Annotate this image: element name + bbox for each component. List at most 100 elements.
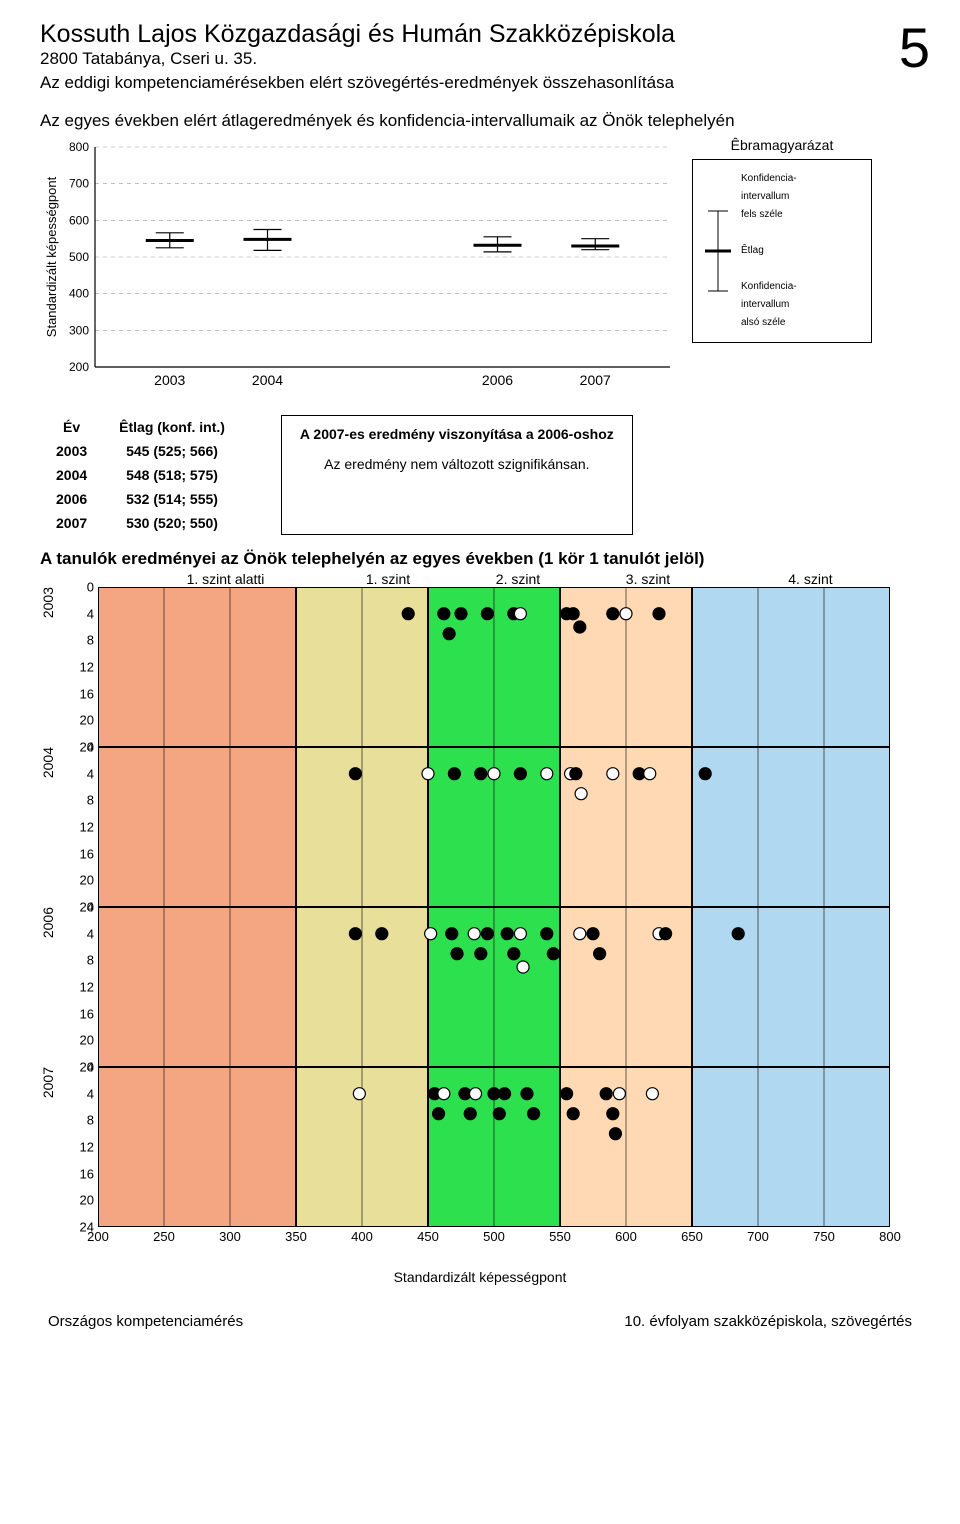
- svg-text:2004: 2004: [252, 372, 283, 388]
- ytick-label: 20: [80, 1033, 94, 1048]
- ytick-label: 20: [80, 873, 94, 888]
- student-dot: [570, 768, 582, 780]
- table-cell-year: 2004: [40, 463, 103, 487]
- ytick-label: 12: [80, 980, 94, 995]
- student-dot: [587, 928, 599, 940]
- strip-year-label: 2003: [40, 587, 68, 678]
- student-dot: [464, 1108, 476, 1120]
- ytick-label: 8: [87, 953, 94, 968]
- strip-row: 200604812162024: [40, 907, 920, 1067]
- table-col-year: Év: [40, 415, 103, 439]
- strip-year-label: 2004: [40, 747, 68, 838]
- svg-text:600: 600: [69, 213, 89, 227]
- student-dot: [607, 768, 619, 780]
- comparison-box: A 2007-es eredmény viszonyítása a 2006-o…: [281, 415, 633, 535]
- ytick-label: 0: [87, 580, 94, 595]
- student-dot: [561, 1088, 573, 1100]
- svg-text:200: 200: [69, 360, 89, 374]
- table-cell-val: 545 (525; 566): [103, 439, 241, 463]
- student-dot: [488, 768, 500, 780]
- svg-text:500: 500: [69, 250, 89, 264]
- student-dot: [644, 768, 656, 780]
- ytick-label: 8: [87, 633, 94, 648]
- xtick-label: 350: [285, 1229, 307, 1244]
- student-dot: [575, 788, 587, 800]
- legend-upper: Konfidencia- intervallum fels széle: [741, 170, 797, 224]
- student-dot: [451, 948, 463, 960]
- legend-glyph: [703, 196, 733, 306]
- xtick-label: 400: [351, 1229, 373, 1244]
- student-dot: [501, 928, 513, 940]
- student-dot: [699, 768, 711, 780]
- ytick-label: 16: [80, 1006, 94, 1021]
- student-dot: [446, 928, 458, 940]
- ytick-label: 0: [87, 1060, 94, 1075]
- table-cell-year: 2006: [40, 487, 103, 511]
- xtick-label: 750: [813, 1229, 835, 1244]
- student-dot: [402, 608, 414, 620]
- chart2-title: A tanulók eredményei az Önök telephelyén…: [40, 549, 920, 569]
- legend-title: Êbramagyarázat: [692, 137, 872, 153]
- chart2-strips: 2003048121620242004048121620242006048121…: [40, 587, 920, 1227]
- ytick-label: 12: [80, 1140, 94, 1155]
- ytick-label: 4: [87, 1086, 94, 1101]
- student-dot: [732, 928, 744, 940]
- chart1-legend: Êbramagyarázat Konfidencia- intervallum …: [692, 137, 872, 343]
- strip-year-label: 2007: [40, 1067, 68, 1158]
- student-dot: [481, 928, 493, 940]
- svg-text:300: 300: [69, 323, 89, 337]
- strip-chart-svg: [98, 1067, 890, 1227]
- table-cell-val: 532 (514; 555): [103, 487, 241, 511]
- xtick-label: 800: [879, 1229, 901, 1244]
- legend-lower: Konfidencia- intervallum alsó széle: [741, 278, 797, 332]
- svg-text:2003: 2003: [154, 372, 185, 388]
- ytick-label: 20: [80, 713, 94, 728]
- school-name: Kossuth Lajos Közgazdasági és Humán Szak…: [40, 20, 920, 49]
- student-dot: [475, 768, 487, 780]
- student-dot: [528, 1108, 540, 1120]
- page-footer: Országos kompetenciamérés 10. évfolyam s…: [40, 1313, 920, 1330]
- student-dot: [541, 928, 553, 940]
- student-dot: [567, 1108, 579, 1120]
- chart1-title: Az egyes években elért átlageredmények é…: [40, 111, 920, 131]
- results-table: Év Êtlag (konf. int.) 2003545 (525; 566)…: [40, 415, 241, 535]
- student-dot: [613, 1088, 625, 1100]
- xtick-label: 650: [681, 1229, 703, 1244]
- student-dot: [376, 928, 388, 940]
- ytick-label: 4: [87, 606, 94, 621]
- level-label: 1. szint: [323, 571, 453, 587]
- student-dot: [609, 1128, 621, 1140]
- comparison-text: Az eredmény nem változott szignifikánsan…: [300, 456, 614, 472]
- xtick-label: 450: [417, 1229, 439, 1244]
- student-dot: [493, 1108, 505, 1120]
- table-row: 2006532 (514; 555): [40, 487, 241, 511]
- strip-row: 200404812162024: [40, 747, 920, 907]
- svg-text:2007: 2007: [580, 372, 611, 388]
- student-dot: [547, 948, 559, 960]
- chart2-xaxis-ticks: 200250300350400450500550600650700750800: [98, 1227, 890, 1247]
- ytick-label: 4: [87, 926, 94, 941]
- table-col-val: Êtlag (konf. int.): [103, 415, 241, 439]
- xtick-label: 300: [219, 1229, 241, 1244]
- ytick-label: 0: [87, 740, 94, 755]
- student-dot: [353, 1088, 365, 1100]
- student-dot: [448, 768, 460, 780]
- student-dot: [470, 1088, 482, 1100]
- student-dot: [514, 928, 526, 940]
- student-dot: [349, 928, 361, 940]
- svg-text:800: 800: [69, 140, 89, 154]
- comparison-title: A 2007-es eredmény viszonyítása a 2006-o…: [300, 426, 614, 442]
- strip-chart-svg: [98, 587, 890, 747]
- student-dot: [574, 621, 586, 633]
- ytick-label: 4: [87, 766, 94, 781]
- ytick-label: 16: [80, 1166, 94, 1181]
- student-dot: [620, 608, 632, 620]
- ytick-label: 8: [87, 1113, 94, 1128]
- page-header: Kossuth Lajos Közgazdasági és Humán Szak…: [40, 20, 920, 93]
- svg-text:700: 700: [69, 177, 89, 191]
- level-labels: 1. szint alatti1. szint2. szint3. szint4…: [128, 571, 908, 587]
- ytick-label: 16: [80, 846, 94, 861]
- student-dot: [508, 948, 520, 960]
- xtick-label: 600: [615, 1229, 637, 1244]
- student-dot: [433, 1108, 445, 1120]
